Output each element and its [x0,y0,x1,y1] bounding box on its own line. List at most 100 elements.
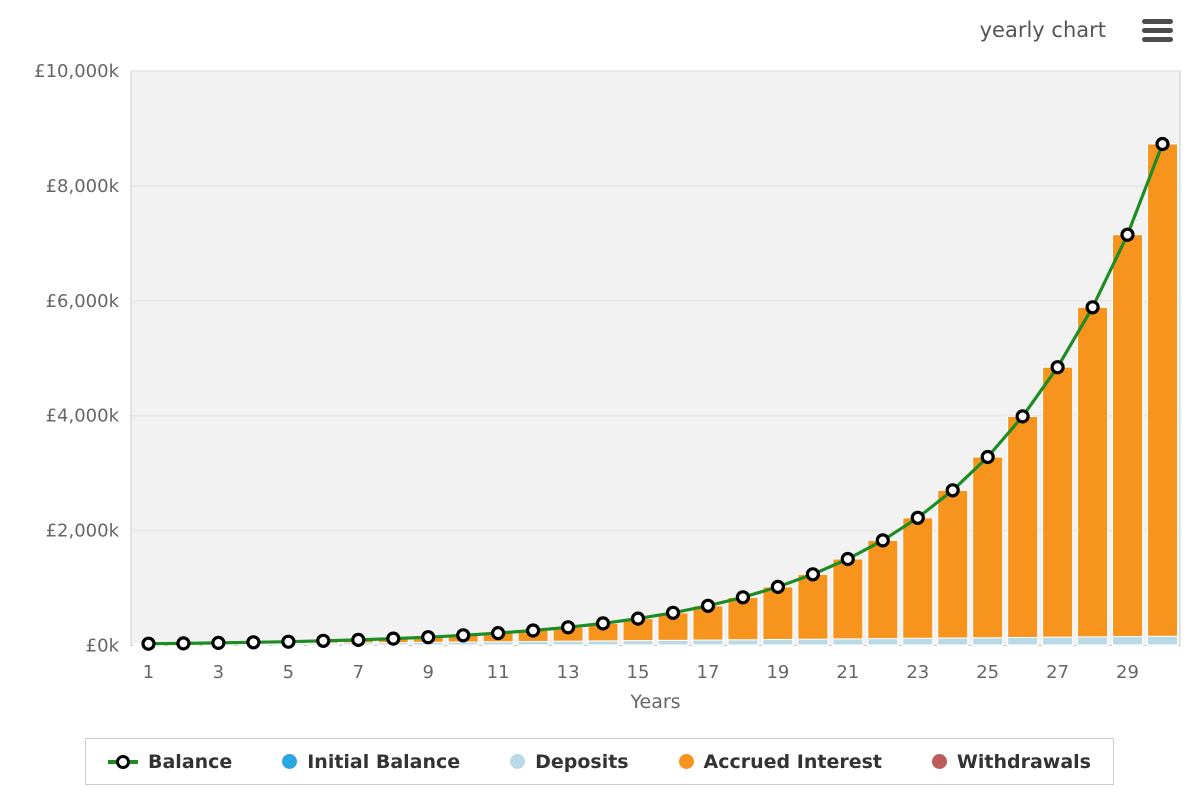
bar-accrued-interest[interactable] [657,612,689,641]
balance-point-marker[interactable] [595,616,611,631]
bar-accrued-interest[interactable] [832,558,864,640]
bar-accrued-interest[interactable] [1077,306,1109,638]
balance-line-marker-icon [108,754,138,770]
bar-accrued-interest[interactable] [902,517,934,639]
balance-point-marker[interactable] [141,636,156,651]
bar-deposits[interactable] [657,639,689,646]
bar-accrued-interest[interactable] [1007,415,1039,638]
balance-point-marker[interactable] [805,567,821,582]
bar-deposits[interactable] [762,638,794,646]
legend-item-deposits[interactable]: Deposits [510,751,629,773]
bar-deposits[interactable] [902,637,934,646]
bar-deposits[interactable] [517,640,549,646]
legend-item-initial-balance[interactable]: Initial Balance [282,751,460,773]
balance-point-marker[interactable] [1050,360,1065,375]
bar-accrued-interest[interactable] [1042,366,1074,638]
accrued-interest-swatch-icon [678,754,694,769]
balance-point-marker[interactable] [560,620,576,635]
balance-point-marker[interactable] [211,635,226,651]
legend: Balance Initial Balance Deposits Accrued… [85,738,1114,785]
balance-point-marker[interactable] [700,598,716,613]
bar-deposits[interactable] [867,638,899,646]
x-axis-tick-label: 7 [353,662,364,683]
y-axis-tick-label: £10,000k [34,61,119,82]
withdrawals-swatch-icon [931,754,947,769]
balance-point-marker[interactable] [665,605,681,620]
bar-accrued-interest[interactable] [762,586,794,640]
x-axis-tick-label: 23 [906,662,929,683]
hamburger-menu-icon[interactable] [1142,18,1173,42]
balance-point-marker[interactable] [980,449,995,465]
balance-point-marker[interactable] [456,628,471,643]
bar-deposits[interactable] [972,637,1004,646]
balance-point-marker[interactable] [1120,227,1135,242]
bar-deposits[interactable] [552,640,584,646]
balance-point-marker[interactable] [770,579,786,595]
y-axis-tick-label: £6,000k [46,291,120,312]
bar-deposits[interactable] [1112,636,1144,646]
balance-point-marker[interactable] [735,590,751,605]
legend-label-balance: Balance [148,750,233,773]
balance-point-marker[interactable] [945,483,960,498]
y-axis-tick-label: £2,000k [46,521,120,542]
bar-deposits[interactable] [587,640,619,646]
balance-point-marker[interactable] [875,533,890,548]
balance-point-marker[interactable] [491,625,506,641]
balance-point-marker[interactable] [910,510,925,525]
chart-type-label: yearly chart [979,18,1106,42]
bar-accrued-interest[interactable] [937,489,969,639]
legend-item-balance[interactable]: Balance [108,751,232,773]
y-axis-tick-label: £4,000k [46,406,120,427]
balance-point-marker[interactable] [316,633,331,648]
balance-point-marker[interactable] [1015,409,1030,424]
balance-point-marker[interactable] [386,631,401,646]
y-axis-tick-label: £0k [86,636,120,657]
initial-balance-swatch-icon [282,754,298,769]
x-axis-tick-label: 17 [697,662,720,683]
balance-point-marker[interactable] [1085,300,1100,315]
plot-background [130,70,1181,646]
x-axis-tick-label: 25 [976,662,999,683]
bar-accrued-interest[interactable] [972,456,1004,639]
balance-point-marker[interactable] [1155,136,1170,152]
y-axis-tick-label: £8,000k [46,176,120,197]
balance-point-marker[interactable] [176,636,191,651]
balance-point-marker[interactable] [630,611,646,626]
bar-deposits[interactable] [1147,635,1179,646]
bar-deposits[interactable] [1077,636,1109,646]
bar-deposits[interactable] [832,638,864,646]
chart-header: yearly chart [980,18,1173,42]
x-axis-tick-label: 29 [1116,662,1139,683]
x-axis-tick-label: 13 [557,662,580,683]
legend-label-withdrawals: Withdrawals [956,750,1091,773]
x-axis-tick-label: 1 [143,662,154,683]
x-axis-tick-label: 9 [422,662,433,683]
legend-item-withdrawals[interactable]: Withdrawals [931,750,1091,773]
balance-point-marker[interactable] [281,634,296,649]
x-axis-tick-label: 3 [213,662,224,683]
bar-deposits[interactable] [727,639,759,646]
deposits-swatch-icon [510,754,526,769]
balance-point-marker[interactable] [351,632,366,648]
x-axis-title: Years [629,691,680,713]
bar-deposits[interactable] [622,640,654,646]
bar-accrued-interest[interactable] [1112,234,1144,638]
bar-deposits[interactable] [1042,636,1074,646]
x-axis-tick-label: 15 [627,662,650,683]
bar-accrued-interest[interactable] [867,539,899,640]
bar-accrued-interest[interactable] [1147,143,1179,637]
bar-deposits[interactable] [797,638,829,646]
legend-label-initial-balance: Initial Balance [307,750,461,773]
bar-deposits[interactable] [937,637,969,646]
legend-item-accrued-interest[interactable]: Accrued Interest [678,751,882,773]
balance-point-marker[interactable] [525,623,541,638]
balance-point-marker[interactable] [840,551,855,567]
x-axis-tick-label: 5 [283,662,294,683]
bar-deposits[interactable] [692,639,724,646]
bar-deposits[interactable] [1007,636,1039,646]
balance-point-marker[interactable] [421,630,436,645]
legend-label-deposits: Deposits [535,750,629,773]
balance-point-marker[interactable] [246,635,261,650]
x-axis-tick-label: 19 [766,662,789,683]
bar-accrued-interest[interactable] [797,573,829,640]
